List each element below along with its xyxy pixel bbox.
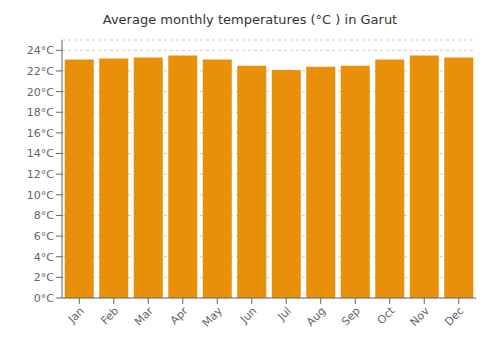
svg-text:Aug: Aug [304, 304, 328, 328]
svg-text:22°C: 22°C [27, 65, 54, 78]
svg-text:May: May [200, 304, 226, 330]
svg-text:2°C: 2°C [34, 271, 54, 284]
svg-text:18°C: 18°C [27, 106, 54, 119]
svg-text:Oct: Oct [375, 304, 398, 327]
svg-text:24°C: 24°C [27, 44, 54, 57]
svg-text:Nov: Nov [408, 304, 433, 329]
html-text:Average monthly temperatures (: Average monthly temperatures (°C ) in Ga… [102, 12, 398, 27]
svg-text:10°C: 10°C [27, 189, 54, 202]
svg-text:Jun: Jun [237, 304, 259, 326]
svg-text:Jan: Jan [65, 304, 87, 326]
svg-text:0°C: 0°C [34, 292, 54, 305]
svg-text:12°C: 12°C [27, 168, 54, 181]
svg-text:16°C: 16°C [27, 127, 54, 140]
svg-text:20°C: 20°C [27, 86, 54, 99]
svg-text:6°C: 6°C [34, 230, 54, 243]
svg-text:Mar: Mar [132, 304, 156, 328]
svg-text:Sep: Sep [339, 304, 363, 328]
svg-text:Feb: Feb [98, 304, 121, 327]
svg-text:Apr: Apr [168, 304, 191, 327]
svg-text:Dec: Dec [442, 304, 466, 328]
svg-text:14°C: 14°C [27, 147, 54, 160]
svg-text:8°C: 8°C [34, 209, 54, 222]
svg-text:Jul: Jul [275, 304, 294, 323]
svg-text:4°C: 4°C [34, 251, 54, 264]
